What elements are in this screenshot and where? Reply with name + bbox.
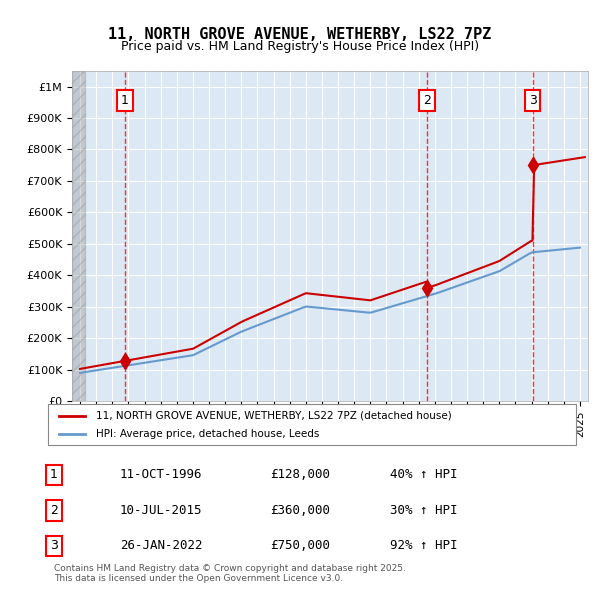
Text: 26-JAN-2022: 26-JAN-2022 (120, 539, 203, 552)
Text: HPI: Average price, detached house, Leeds: HPI: Average price, detached house, Leed… (95, 429, 319, 439)
Text: 92% ↑ HPI: 92% ↑ HPI (390, 539, 458, 552)
Text: 11, NORTH GROVE AVENUE, WETHERBY, LS22 7PZ (detached house): 11, NORTH GROVE AVENUE, WETHERBY, LS22 7… (95, 411, 451, 421)
Text: Price paid vs. HM Land Registry's House Price Index (HPI): Price paid vs. HM Land Registry's House … (121, 40, 479, 53)
Text: £750,000: £750,000 (270, 539, 330, 552)
Text: 2: 2 (50, 504, 58, 517)
Text: Contains HM Land Registry data © Crown copyright and database right 2025.
This d: Contains HM Land Registry data © Crown c… (54, 563, 406, 583)
Text: £128,000: £128,000 (270, 468, 330, 481)
Text: 10-JUL-2015: 10-JUL-2015 (120, 504, 203, 517)
Text: 1: 1 (121, 94, 129, 107)
Bar (72, 71, 85, 401)
FancyBboxPatch shape (48, 404, 576, 445)
Text: 40% ↑ HPI: 40% ↑ HPI (390, 468, 458, 481)
Text: 3: 3 (529, 94, 536, 107)
Text: £360,000: £360,000 (270, 504, 330, 517)
Text: 1: 1 (50, 468, 58, 481)
Text: 11-OCT-1996: 11-OCT-1996 (120, 468, 203, 481)
Text: 11, NORTH GROVE AVENUE, WETHERBY, LS22 7PZ: 11, NORTH GROVE AVENUE, WETHERBY, LS22 7… (109, 27, 491, 41)
Text: 3: 3 (50, 539, 58, 552)
Text: 2: 2 (423, 94, 431, 107)
Text: 30% ↑ HPI: 30% ↑ HPI (390, 504, 458, 517)
